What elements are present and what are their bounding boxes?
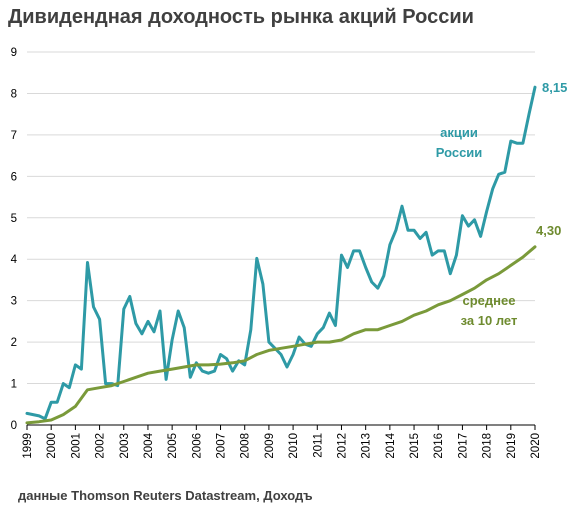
y-tick-label: 0 [11,420,17,432]
series-label-russia: России [436,145,483,160]
source-note: данные Thomson Reuters Datastream, Доход… [18,488,313,503]
x-tick-label: 2006 [191,433,203,459]
x-tick-label: 2014 [385,432,397,458]
series-labels: акции России среднее за 10 лет 8,15 4,30 [436,80,568,328]
end-value-label-russia: 8,15 [542,80,567,95]
x-tick-label: 2011 [312,433,324,458]
y-tick-label: 2 [11,337,17,349]
x-tick-label: 2013 [361,433,373,459]
x-tick-label: 2007 [216,433,228,459]
y-tick-label: 6 [11,171,17,183]
series-line-russia [25,85,537,421]
y-tick-label: 9 [11,47,17,59]
x-tick-label: 1999 [22,433,34,459]
series-line-average [25,245,537,425]
y-tick-label: 8 [11,88,17,100]
x-tick-label: 2019 [506,433,518,459]
x-tick-label: 2002 [95,433,107,459]
grid [27,51,535,385]
axes: 0 1 2 3 4 5 6 7 8 9 1999 2000 2001 2002 2003 2004 2005 20… [11,47,542,459]
series-lines [25,85,537,425]
x-tick-label: 2018 [482,433,494,459]
x-tick-label: 2003 [119,433,131,459]
series-label-average: за 10 лет [461,313,518,328]
x-tick-label: 2001 [70,433,82,459]
y-tick-label: 5 [11,213,17,225]
x-tick-label: 2020 [530,433,542,459]
x-tick-label: 2000 [46,433,58,459]
x-tick-label: 2009 [264,433,276,459]
y-tick-label: 3 [11,296,17,308]
x-tick-label: 2005 [167,433,179,459]
y-tick-label: 7 [11,130,17,142]
y-tick-label: 1 [11,379,17,391]
y-tick-label: 4 [11,254,18,266]
series-label-average: среднее [463,293,516,308]
end-value-label-average: 4,30 [536,223,561,238]
x-tick-label: 2015 [409,433,421,459]
x-tick-label: 2010 [288,433,300,459]
x-tick-label: 2008 [240,433,252,459]
x-tick-label: 2012 [336,433,348,459]
x-tick-label: 2016 [433,433,445,459]
x-tick-label: 2017 [457,433,469,459]
x-tick-label: 2004 [143,432,155,458]
series-label-russia: акции [440,125,478,140]
chart-title: Дивидендная доходность рынка акций Росси… [8,6,474,28]
